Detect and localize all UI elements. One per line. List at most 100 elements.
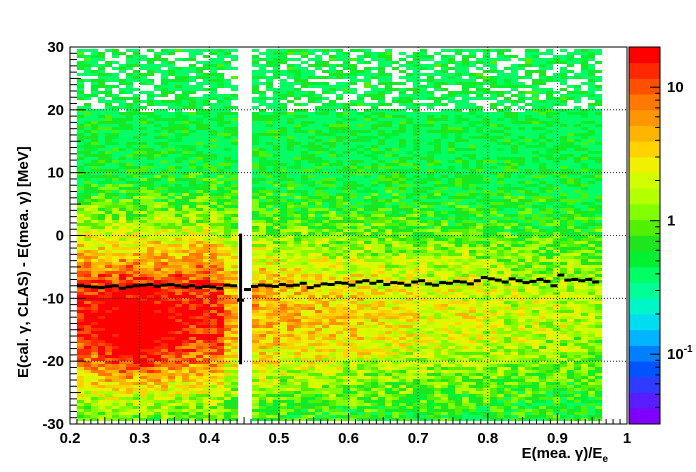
heatmap-cell: [84, 61, 91, 64]
heatmap-cell: [217, 214, 224, 217]
heatmap-cell: [175, 223, 182, 226]
heatmap-cell: [147, 82, 154, 85]
heatmap-cell: [84, 367, 91, 370]
heatmap-cell: [385, 124, 392, 127]
heatmap-cell: [252, 211, 259, 214]
heatmap-cell: [294, 361, 301, 364]
heatmap-cell: [343, 346, 350, 349]
heatmap-cell: [329, 292, 336, 295]
heatmap-cell: [147, 136, 154, 139]
heatmap-cell: [343, 112, 350, 115]
heatmap-cell: [371, 361, 378, 364]
heatmap-cell: [294, 217, 301, 220]
heatmap-cell: [336, 304, 343, 307]
heatmap-cell: [329, 190, 336, 193]
heatmap-cell: [77, 133, 84, 136]
heatmap-cell: [217, 364, 224, 367]
heatmap-cell: [168, 271, 175, 274]
heatmap-cell: [98, 67, 105, 70]
heatmap-cell: [147, 277, 154, 280]
heatmap-cell: [98, 400, 105, 403]
heatmap-cell: [126, 319, 133, 322]
heatmap-cell: [217, 361, 224, 364]
heatmap-cell: [301, 142, 308, 145]
heatmap-cell: [364, 376, 371, 379]
heatmap-cell: [161, 199, 168, 202]
heatmap-cell: [308, 193, 315, 196]
heatmap-cell: [301, 376, 308, 379]
heatmap-cell: [126, 376, 133, 379]
heatmap-cell: [308, 394, 315, 397]
heatmap-cell: [126, 79, 133, 82]
heatmap-cell: [350, 217, 357, 220]
heatmap-cell: [84, 418, 91, 421]
heatmap-cell: [266, 259, 273, 262]
heatmap-cell: [175, 148, 182, 151]
heatmap-cell: [77, 166, 84, 169]
heatmap-cell: [280, 133, 287, 136]
heatmap-cell: [175, 151, 182, 154]
heatmap-cell: [140, 184, 147, 187]
heatmap-cell: [140, 136, 147, 139]
heatmap-cell: [252, 196, 259, 199]
heatmap-cell: [273, 367, 280, 370]
heatmap-cell: [77, 298, 84, 301]
heatmap-cell: [350, 160, 357, 163]
heatmap-cell: [196, 394, 203, 397]
heatmap-cell: [140, 391, 147, 394]
heatmap-cell: [252, 199, 259, 202]
heatmap-cell: [224, 49, 231, 52]
heatmap-cell: [77, 148, 84, 151]
heatmap-cell: [231, 334, 238, 337]
heatmap-cell: [168, 118, 175, 121]
heatmap-cell: [175, 229, 182, 232]
heatmap-cell: [133, 157, 140, 160]
heatmap-cell: [175, 181, 182, 184]
heatmap-cell: [189, 196, 196, 199]
heatmap-cell: [147, 388, 154, 391]
heatmap-cell: [126, 316, 133, 319]
heatmap-cell: [126, 256, 133, 259]
heatmap-cell: [189, 79, 196, 82]
heatmap-cell: [189, 214, 196, 217]
heatmap-cell: [357, 331, 364, 334]
heatmap-cell: [84, 259, 91, 262]
heatmap-cell: [105, 88, 112, 91]
heatmap-cell: [140, 205, 147, 208]
heatmap-cell: [91, 355, 98, 358]
heatmap-cell: [182, 214, 189, 217]
heatmap-cell: [98, 118, 105, 121]
heatmap-cell: [364, 127, 371, 130]
heatmap-cell: [98, 331, 105, 334]
heatmap-cell: [224, 331, 231, 334]
heatmap-cell: [175, 244, 182, 247]
heatmap-cell: [126, 370, 133, 373]
heatmap-cell: [91, 85, 98, 88]
heatmap-cell: [217, 304, 224, 307]
heatmap-cell: [98, 232, 105, 235]
heatmap-cell: [343, 133, 350, 136]
heatmap-cell: [161, 268, 168, 271]
heatmap-cell: [133, 229, 140, 232]
heatmap-cell: [175, 292, 182, 295]
heatmap-cell: [161, 88, 168, 91]
heatmap-cell: [196, 391, 203, 394]
heatmap-cell: [329, 112, 336, 115]
heatmap-cell: [329, 211, 336, 214]
heatmap-cell: [175, 307, 182, 310]
heatmap-cell: [161, 247, 168, 250]
heatmap-cell: [301, 193, 308, 196]
heatmap-cell: [343, 394, 350, 397]
heatmap-cell: [259, 364, 266, 367]
heatmap-cell: [84, 208, 91, 211]
heatmap-cell: [336, 76, 343, 79]
heatmap-cell: [315, 235, 322, 238]
heatmap-cell: [378, 274, 385, 277]
heatmap-cell: [189, 175, 196, 178]
heatmap-cell: [266, 349, 273, 352]
heatmap-cell: [301, 199, 308, 202]
heatmap-cell: [77, 358, 84, 361]
heatmap-cell: [203, 67, 210, 70]
heatmap-cell: [77, 289, 84, 292]
heatmap-cell: [161, 313, 168, 316]
